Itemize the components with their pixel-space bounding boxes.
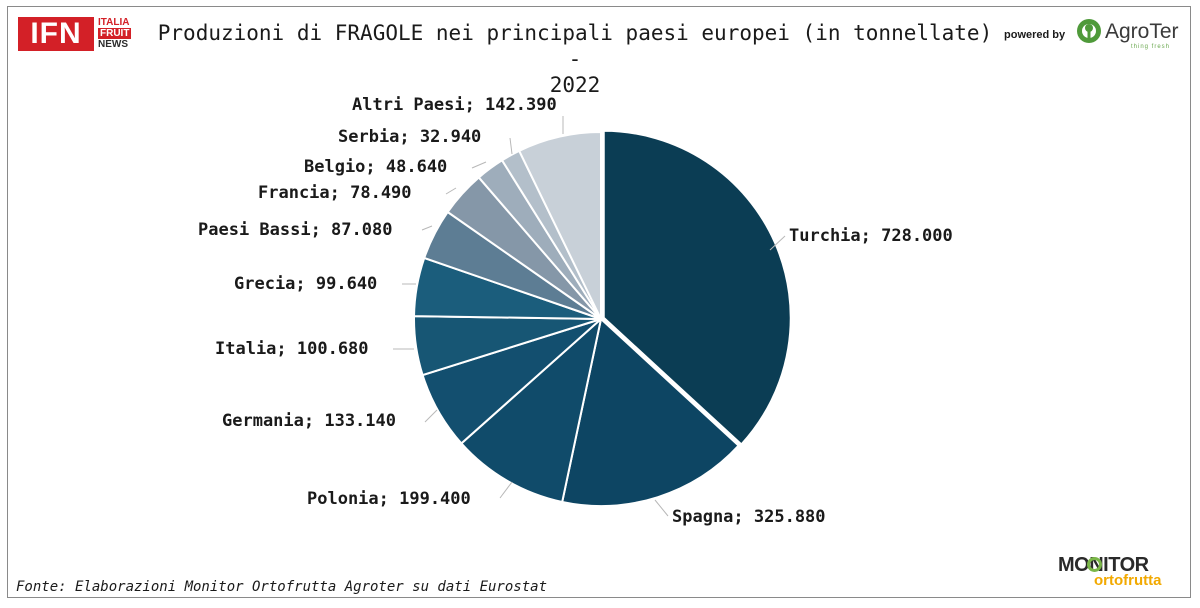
data-label-paesi-bassi: Paesi Bassi; 87.080 xyxy=(198,220,392,240)
data-label-francia: Francia; 78.490 xyxy=(258,183,412,203)
data-label-polonia: Polonia; 199.400 xyxy=(307,489,471,509)
data-label-spagna: Spagna; 325.880 xyxy=(672,507,826,527)
leader-line-polonia xyxy=(499,481,513,499)
chart-title-line1: Produzioni di FRAGOLE nei principali pae… xyxy=(157,21,993,71)
tree-icon xyxy=(1077,19,1101,43)
pie-slices xyxy=(413,129,792,507)
ifn-logo: IFN ITALIA FRUIT NEWS xyxy=(18,17,144,55)
ifn-logo-box: IFN xyxy=(18,17,94,51)
leader-line-paesi-bassi xyxy=(421,225,433,231)
data-label-grecia: Grecia; 99.640 xyxy=(234,274,377,294)
pie-slice-polonia xyxy=(459,316,603,504)
source-note: Fonte: Elaborazioni Monitor Ortofrutta A… xyxy=(16,579,548,595)
agroter-logo: AgroTer thing fresh xyxy=(1075,18,1185,52)
leader-line-belgio xyxy=(471,161,487,169)
data-label-altri-paesi: Altri Paesi; 142.390 xyxy=(352,95,557,115)
monitor-wordmark: MONITOR xyxy=(1058,554,1149,576)
data-label-serbia: Serbia; 32.940 xyxy=(338,127,481,147)
leader-line-francia xyxy=(445,187,457,195)
leader-line-spagna xyxy=(654,499,669,517)
ifn-line-italia: ITALIA xyxy=(98,17,130,28)
pie-slice-altri-paesi xyxy=(517,130,602,320)
monitor-ortofrutta-logo: MONITOR ortofrutta xyxy=(1058,554,1182,590)
pie-slice-turchia xyxy=(602,129,792,446)
data-label-turchia: Turchia; 728.000 xyxy=(789,226,953,246)
pie-slice-spagna xyxy=(561,317,741,507)
leader-line-serbia xyxy=(509,137,513,155)
agroter-tagline: thing fresh xyxy=(1131,44,1171,50)
ifn-line-news: NEWS xyxy=(98,39,128,50)
ifn-line-fruit: FRUIT xyxy=(98,28,132,39)
powered-by-label: powered by xyxy=(1004,29,1066,41)
monitor-sub-wordmark: ortofrutta xyxy=(1094,572,1162,589)
agroter-wordmark: AgroTer xyxy=(1105,20,1179,43)
chart-title: Produzioni di FRAGOLE nei principali pae… xyxy=(150,20,1000,98)
pie-leader-lines xyxy=(393,116,786,517)
data-label-italia: Italia; 100.680 xyxy=(215,339,369,359)
data-label-belgio: Belgio; 48.640 xyxy=(304,157,447,177)
magnifier-icon xyxy=(1087,557,1102,572)
leader-line-turchia xyxy=(769,235,786,251)
ifn-logo-side: ITALIA FRUIT NEWS xyxy=(98,17,132,50)
pie-labels: Turchia; 728.000 Spagna; 325.880 Polonia; … xyxy=(198,95,953,527)
leader-line-germania xyxy=(424,409,438,423)
chart-title-line2: 2022 xyxy=(549,73,601,97)
data-label-germania: Germania; 133.140 xyxy=(222,411,396,431)
